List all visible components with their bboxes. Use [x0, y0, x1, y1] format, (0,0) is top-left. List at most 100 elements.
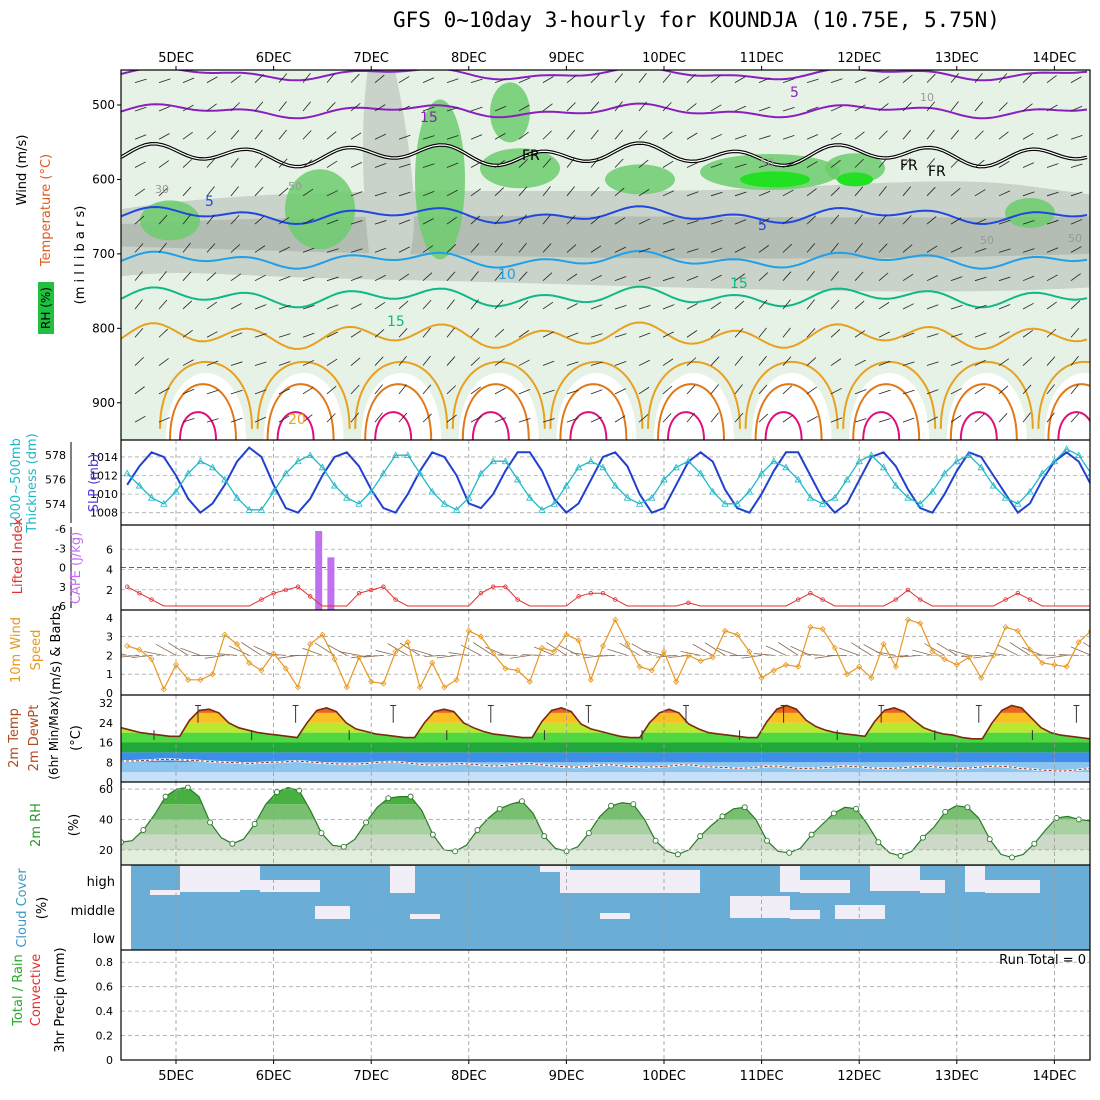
wind-barb — [590, 73, 600, 83]
rh2m-marker — [340, 843, 347, 850]
wind10-marker — [1087, 628, 1090, 633]
wind-barb — [974, 130, 984, 140]
wind-barb — [422, 245, 434, 253]
wind-barb — [254, 333, 267, 338]
wind-barb — [134, 215, 145, 225]
wind-barb — [542, 76, 554, 84]
wind10-marker — [416, 684, 424, 691]
wind-barb-10m — [302, 647, 323, 656]
wind10-marker — [148, 656, 155, 663]
wind-barb — [662, 73, 672, 83]
rh-tick-label: 20 — [99, 844, 113, 857]
thickness-marker — [477, 469, 485, 477]
wind-barb — [326, 102, 336, 112]
wind-barb — [758, 245, 769, 253]
wind10-marker — [697, 657, 704, 665]
wind-barb — [662, 331, 674, 338]
wind-barb — [494, 271, 503, 281]
wind-barb — [446, 135, 459, 140]
lifted-index-marker — [369, 587, 374, 593]
wind-barb — [662, 248, 675, 253]
temperature-contour-30 — [667, 411, 705, 440]
clear-sky-block — [230, 866, 260, 890]
wind-barb — [1046, 412, 1055, 423]
wind-barb — [422, 272, 433, 281]
precip-tick-label: 0.6 — [96, 981, 114, 994]
ylabel-precip-total: Total / Rain — [11, 954, 26, 1027]
wind10-marker — [1014, 627, 1021, 634]
pressure-tick-label: 800 — [92, 321, 115, 335]
wind-barb — [1070, 273, 1081, 282]
wind-barb — [758, 413, 769, 423]
wind-barb — [950, 73, 959, 83]
wind-barb — [350, 73, 360, 83]
wind-barb — [686, 248, 699, 253]
date-label-top: 5DEC — [158, 51, 194, 66]
thickness-marker — [391, 451, 400, 459]
ylabel-wind10-speed: Speed — [29, 630, 44, 671]
rh2m-marker — [273, 789, 280, 796]
contour-label: FR — [928, 164, 946, 180]
wind-barb — [302, 276, 315, 282]
rh2m-marker — [251, 821, 258, 827]
wind-barb — [854, 359, 866, 366]
wind-barb — [614, 187, 625, 197]
wind-barb — [1022, 357, 1033, 366]
wind-barb — [278, 361, 291, 366]
wind-barb — [542, 186, 551, 197]
wind-barb — [566, 157, 575, 168]
wind10-marker — [819, 625, 826, 633]
wind-barb — [182, 417, 195, 423]
wind-barb — [302, 218, 314, 225]
wind-barb — [206, 158, 216, 168]
wind-barb — [686, 412, 695, 423]
wind-barb — [878, 302, 890, 310]
temp-band — [121, 772, 1090, 782]
thickness-marker — [269, 487, 278, 495]
wind-barb — [998, 331, 1010, 338]
wind-barb — [470, 415, 482, 423]
wind-barb — [638, 189, 650, 197]
wind-barb — [326, 331, 338, 338]
thickness-marker — [513, 475, 522, 483]
wind-barb — [422, 218, 434, 225]
wind-barb-10m — [155, 643, 177, 656]
rh2m-marker — [897, 852, 904, 859]
thickness-marker — [550, 499, 558, 507]
thickness-marker — [843, 475, 851, 483]
clear-sky-block — [410, 914, 440, 919]
wind-barb — [374, 74, 385, 83]
contour-label: 50 — [980, 234, 994, 247]
wind-barb — [710, 301, 722, 310]
rh2m-marker — [942, 808, 949, 815]
wind-barb — [158, 160, 170, 168]
wind-barb — [758, 135, 771, 140]
wind-barb — [830, 214, 840, 225]
pressure-tick-label: 500 — [92, 98, 115, 112]
wind-barb-10m — [121, 653, 128, 656]
date-label-bottom: 5DEC — [158, 1069, 194, 1084]
wind-barb — [902, 129, 912, 140]
wind10-marker — [172, 661, 180, 668]
wind-barb — [230, 157, 239, 168]
wind-barb — [422, 190, 435, 197]
wind-barb — [518, 214, 527, 225]
wind-barb — [182, 159, 193, 168]
wind-barb — [278, 101, 287, 112]
thickness-marker — [367, 487, 375, 495]
panel-frame — [120, 439, 1091, 526]
thickness-marker — [904, 493, 912, 501]
dry-area — [263, 372, 344, 440]
wind-barb — [542, 418, 555, 423]
thickness-marker — [160, 499, 168, 507]
wind10-marker — [721, 627, 729, 634]
wind-barb — [206, 243, 216, 253]
wind-barb — [398, 105, 411, 112]
thickness-marker — [660, 475, 668, 483]
wind-barb — [878, 76, 890, 83]
thickness-marker — [770, 457, 778, 465]
wind-barb — [230, 102, 240, 112]
temp-tick-label: 0 — [106, 776, 113, 789]
wind10-marker — [1039, 659, 1046, 666]
